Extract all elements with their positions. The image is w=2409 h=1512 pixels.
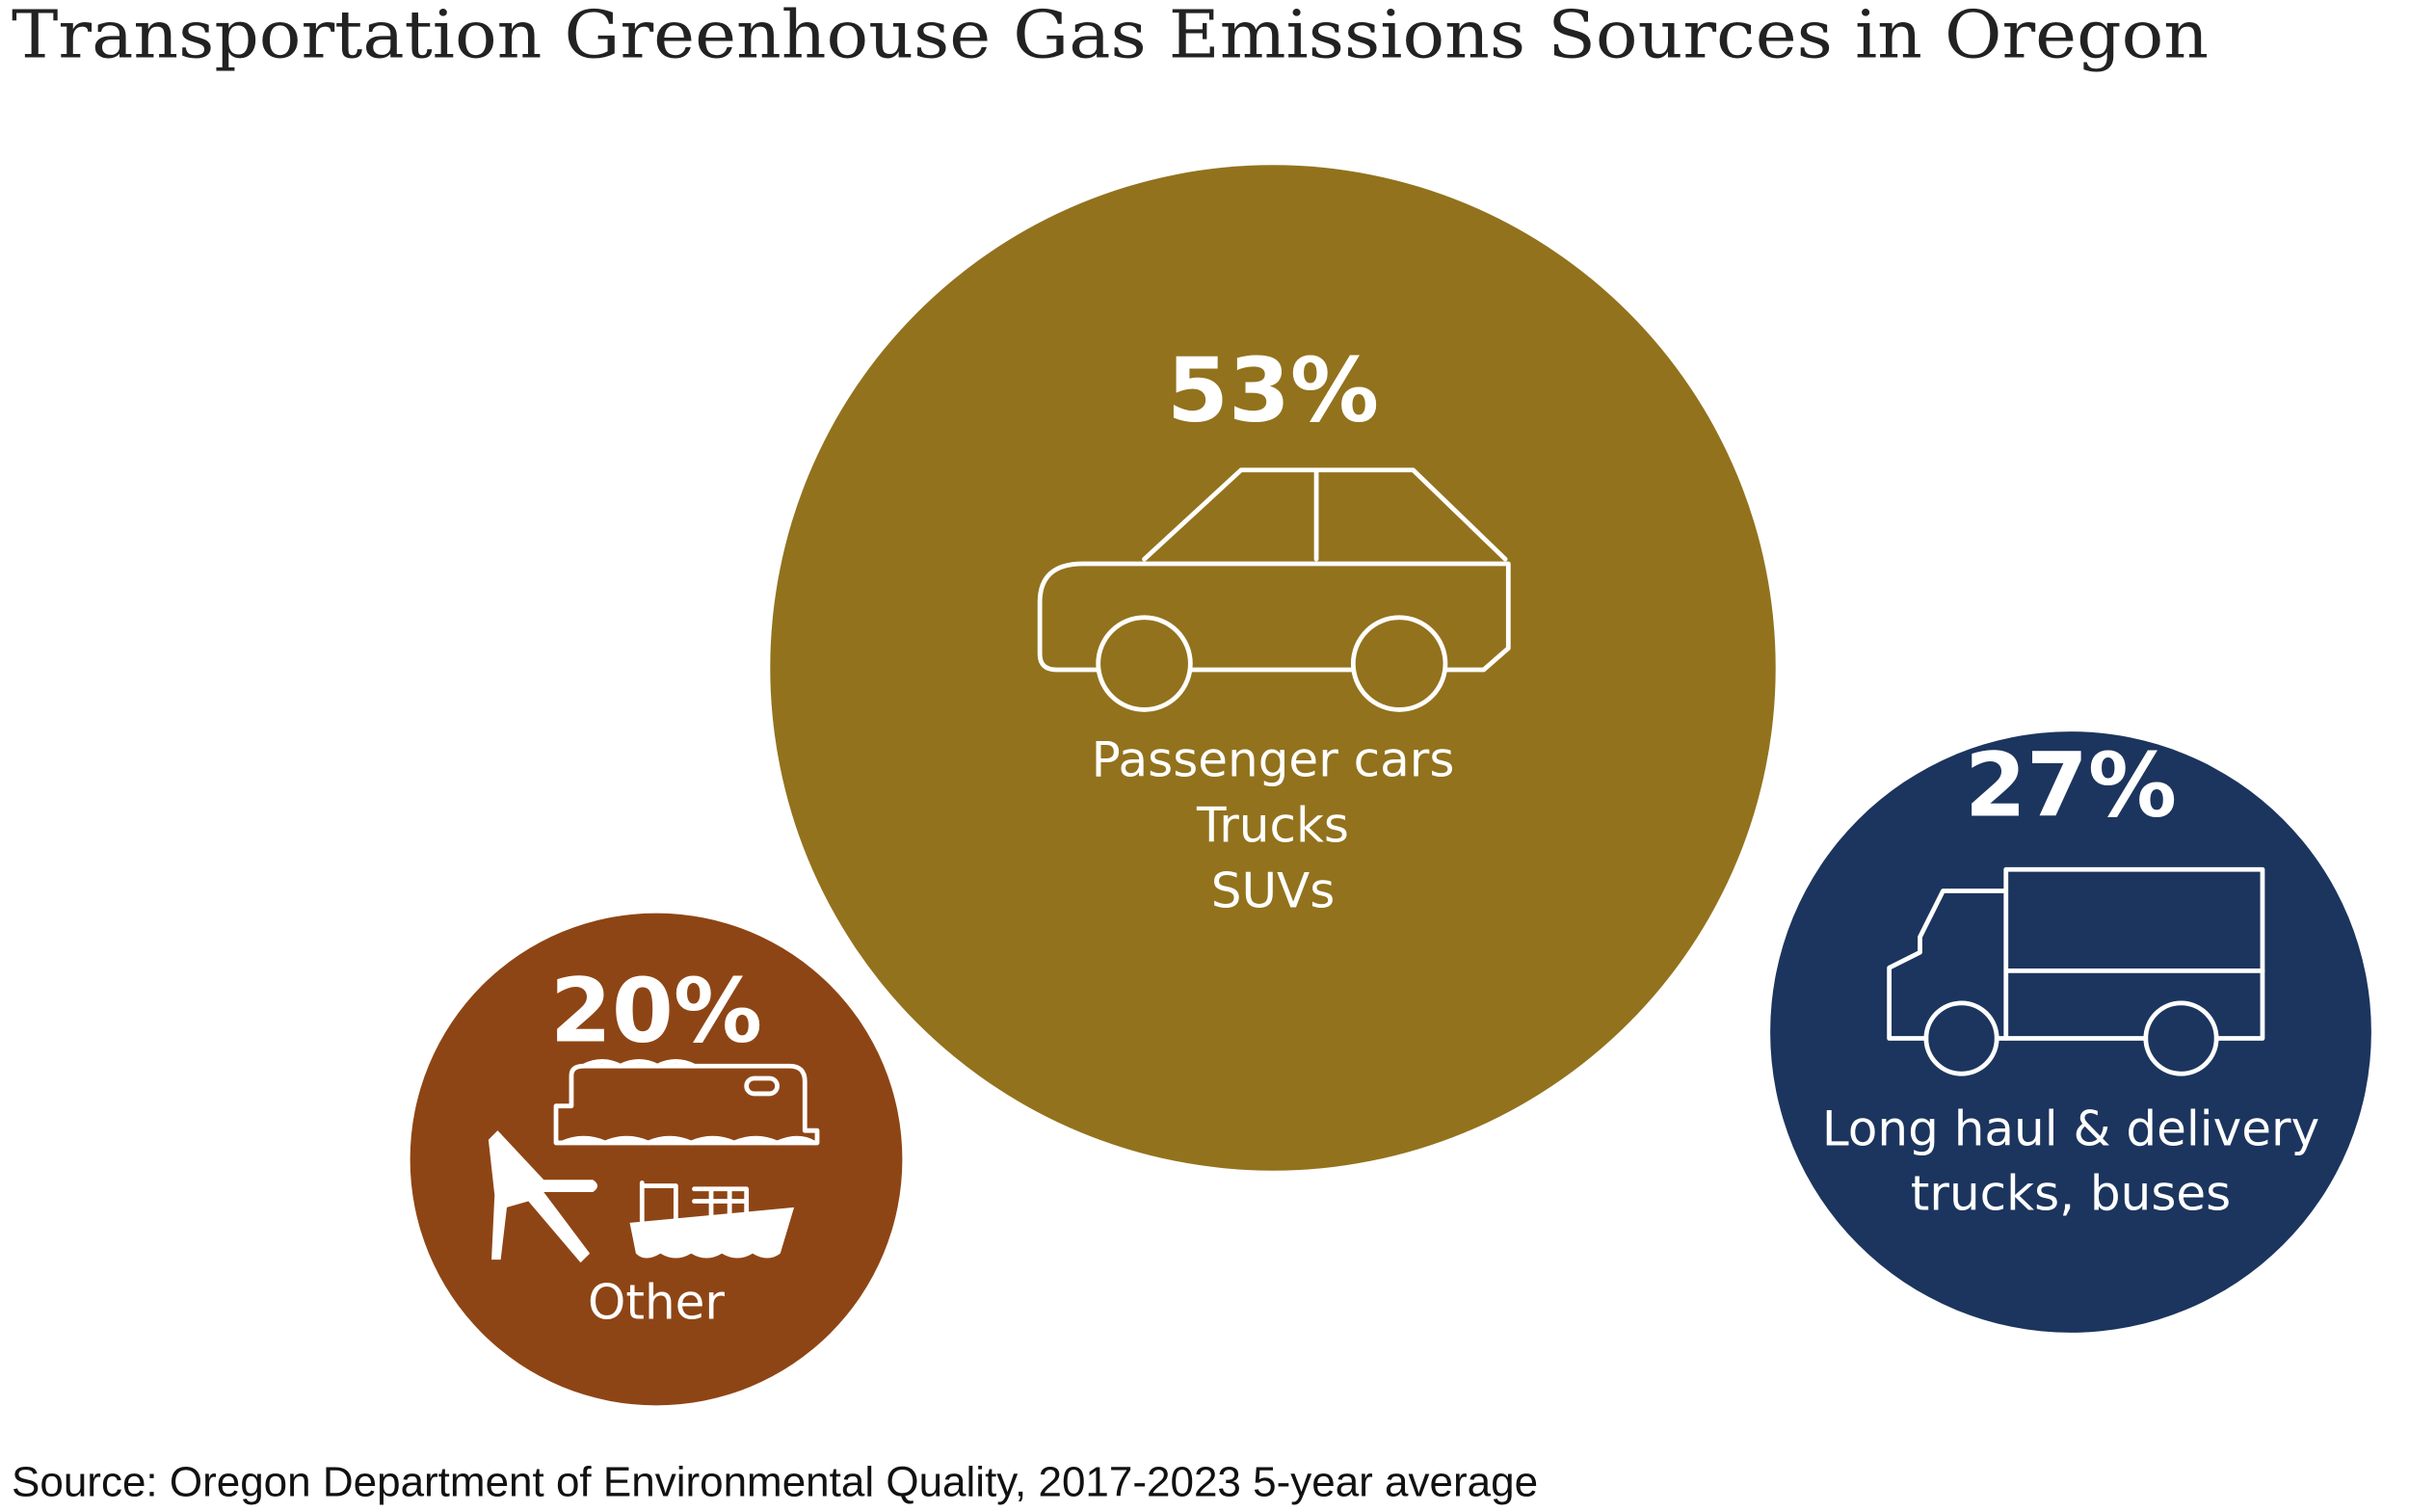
- bubble: [1770, 731, 2371, 1333]
- category-label: Other: [588, 1275, 725, 1331]
- source-note: Source: Oregon Department of Environment…: [12, 1459, 1538, 1506]
- icons: [488, 467, 2265, 1263]
- bubble: [410, 913, 903, 1406]
- other-icons: [553, 1059, 820, 1146]
- category-label: Long haul & delivery: [1822, 1101, 2319, 1157]
- category-label: Trucks: [1196, 798, 1349, 854]
- truck-icon: [1887, 866, 2265, 1076]
- value-label: 53%: [1167, 338, 1379, 441]
- plane-icon: [488, 1130, 598, 1263]
- ship-icon: [629, 1180, 795, 1259]
- chart-title: Transportation Greenhouse Gas Emissions …: [12, 0, 2209, 74]
- category-label: Passenger cars: [1092, 732, 1455, 788]
- car-icon: [1037, 467, 1511, 712]
- category-label: SUVs: [1211, 863, 1336, 919]
- value-label: 20%: [550, 959, 762, 1062]
- category-label: trucks, buses: [1911, 1166, 2231, 1222]
- value-label: 27%: [1965, 733, 2177, 836]
